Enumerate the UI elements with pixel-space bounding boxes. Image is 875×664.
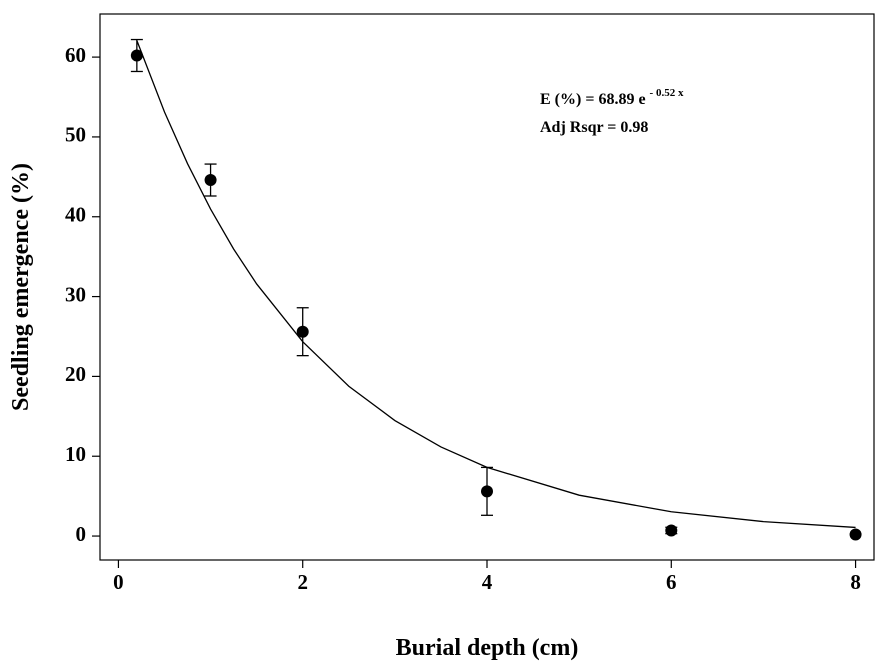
point [296, 325, 309, 338]
x-tick-label: 0 [113, 570, 124, 594]
y-tick-label: 40 [65, 203, 86, 227]
y-tick-label: 50 [65, 123, 86, 147]
exponent: - 0.52 x [650, 87, 684, 99]
x-tick-label: 8 [850, 570, 861, 594]
y-tick-label: 20 [65, 362, 86, 386]
point [204, 174, 217, 187]
x-tick-label: 4 [482, 570, 493, 594]
fit-equation: E (%) = 68.89 e - 0.52 x [540, 87, 684, 108]
fit-curve [136, 40, 856, 529]
x-tick-label: 2 [297, 570, 308, 594]
point [130, 49, 143, 62]
y-tick-label: 0 [76, 522, 87, 546]
y-axis-label: Seedling emergence (%) [8, 163, 34, 411]
y-tick-label: 30 [65, 282, 86, 306]
point [849, 528, 862, 541]
equation: E (%) = 68.89 e [540, 91, 646, 108]
y-tick-label: 60 [65, 43, 86, 67]
x-axis-label: Burial depth (cm) [396, 635, 579, 661]
y-tick-label: 10 [65, 442, 86, 466]
point [665, 524, 678, 537]
x-tick-label: 6 [666, 570, 677, 594]
point [481, 485, 493, 498]
fit-r2: Adj Rsqr = 0.98 [540, 119, 648, 136]
